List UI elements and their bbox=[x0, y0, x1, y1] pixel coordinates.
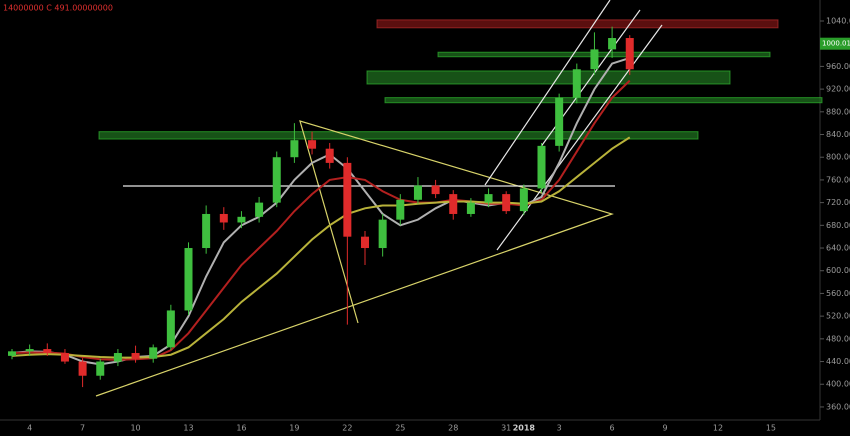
candle-body bbox=[502, 194, 511, 212]
candle-body bbox=[237, 216, 246, 223]
candle-body bbox=[219, 213, 228, 223]
candle-body bbox=[590, 49, 599, 70]
x-tick-label: 7 bbox=[80, 424, 85, 433]
candle-body bbox=[113, 353, 122, 362]
y-tick-label: 960.000 bbox=[826, 62, 850, 71]
candle-body bbox=[184, 248, 193, 311]
channel-line bbox=[484, 0, 611, 186]
x-tick-label: 28 bbox=[448, 424, 458, 433]
x-tick-label: 3 bbox=[557, 424, 562, 433]
candle-body bbox=[96, 361, 105, 376]
candle-body bbox=[60, 353, 69, 362]
zone bbox=[376, 19, 779, 29]
candle-body bbox=[431, 185, 440, 195]
x-tick-label: 31 bbox=[501, 424, 511, 433]
zone bbox=[98, 131, 699, 140]
candle-body bbox=[519, 188, 528, 212]
y-tick-label: 400.000 bbox=[826, 380, 850, 389]
candle-body bbox=[290, 140, 299, 158]
y-tick-label: 600.000 bbox=[826, 266, 850, 275]
y-tick-label: 1040.00 bbox=[826, 17, 850, 26]
x-tick-label: 4 bbox=[27, 424, 32, 433]
y-tick-label: 760.000 bbox=[826, 175, 850, 184]
candle-body bbox=[131, 353, 140, 359]
candle-body bbox=[78, 361, 87, 376]
zone bbox=[384, 97, 823, 104]
x-tick-label: 6 bbox=[610, 424, 615, 433]
x-tick-label: 15 bbox=[766, 424, 776, 433]
x-tick-label: 12 bbox=[713, 424, 723, 433]
candle-body bbox=[166, 310, 175, 348]
candle-body bbox=[484, 194, 493, 203]
y-tick-label: 680.000 bbox=[826, 221, 850, 230]
candle-body bbox=[149, 347, 158, 359]
candle-body bbox=[378, 219, 387, 249]
y-tick-label: 520.000 bbox=[826, 312, 850, 321]
candle-body bbox=[608, 38, 617, 50]
y-tick-label: 880.000 bbox=[826, 107, 850, 116]
x-tick-label: 13 bbox=[183, 424, 193, 433]
x-tick-label: 9 bbox=[663, 424, 668, 433]
y-tick-label: 800.000 bbox=[826, 153, 850, 162]
candle-body bbox=[555, 97, 564, 146]
candle-body bbox=[325, 148, 334, 163]
y-tick-label: 440.000 bbox=[826, 357, 850, 366]
y-tick-label: 360.000 bbox=[826, 402, 850, 411]
y-tick-label: 840.000 bbox=[826, 130, 850, 139]
candle-body bbox=[202, 213, 211, 249]
candle-body bbox=[343, 162, 352, 237]
candle-body bbox=[308, 140, 317, 149]
candle-body bbox=[572, 69, 581, 98]
candle-body bbox=[466, 202, 475, 214]
x-tick-label: 22 bbox=[342, 424, 352, 433]
candle-body bbox=[396, 199, 405, 220]
last-price-tag bbox=[820, 37, 850, 50]
candle-body bbox=[361, 236, 369, 249]
candle-body bbox=[413, 185, 422, 200]
candle-body bbox=[8, 351, 16, 356]
x-tick-label: 16 bbox=[236, 424, 246, 433]
zone bbox=[437, 51, 771, 58]
y-tick-label: 560.000 bbox=[826, 289, 850, 298]
candle-body bbox=[272, 157, 281, 203]
y-tick-label: 720.000 bbox=[826, 198, 850, 207]
last-price-label: 1000.01 bbox=[822, 40, 850, 48]
x-tick-label: 10 bbox=[130, 424, 140, 433]
candle-body bbox=[25, 349, 34, 352]
y-tick-label: 480.000 bbox=[826, 334, 850, 343]
triangle-trendline bbox=[95, 120, 614, 397]
candle-body bbox=[43, 349, 52, 354]
zone bbox=[366, 70, 731, 85]
channel-line bbox=[496, 24, 663, 251]
x-tick-label: 19 bbox=[289, 424, 299, 433]
x-tick-label: 25 bbox=[395, 424, 405, 433]
candle-body bbox=[537, 145, 546, 189]
y-tick-label: 640.000 bbox=[826, 244, 850, 253]
candle-body bbox=[449, 194, 458, 214]
y-tick-label: 920.000 bbox=[826, 85, 850, 94]
candle-body bbox=[625, 38, 634, 70]
candle-body bbox=[255, 202, 264, 217]
header: 14000000 C 491.00000000 bbox=[3, 4, 113, 13]
x-tick-label: 2018 bbox=[513, 424, 536, 433]
